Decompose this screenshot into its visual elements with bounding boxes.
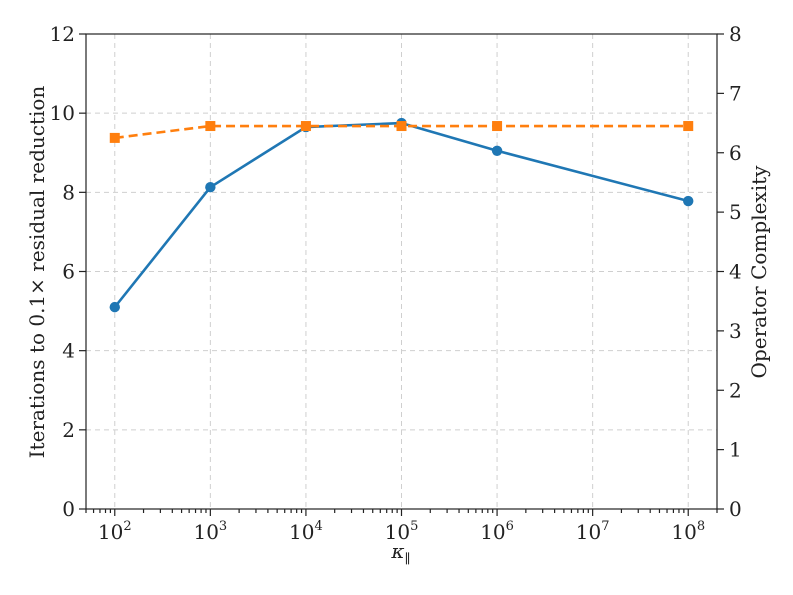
y-left-tick-label: 0 (62, 497, 75, 521)
x-tick-label: 104 (289, 519, 323, 544)
y-right-tick-label: 4 (729, 260, 742, 284)
y-right-tick-label: 2 (729, 378, 742, 402)
y-right-tick-label: 6 (729, 141, 742, 165)
x-tick-label: 106 (480, 519, 514, 544)
series-2-point (396, 121, 407, 132)
x-axis-label-sub: ∥ (405, 552, 411, 567)
y-right-tick-label: 7 (729, 81, 742, 105)
series-2-point (109, 132, 120, 143)
y-right-tick-label: 3 (729, 319, 742, 343)
series-1-point (683, 195, 694, 207)
y-left-label: Iterations to 0.1× residual reduction (25, 86, 49, 459)
series-2-point (683, 121, 694, 132)
y-left-tick-label: 6 (62, 260, 75, 284)
y-left-tick-label: 4 (62, 339, 75, 363)
series-1-point (491, 145, 503, 156)
y-right-label: Operator Complexity (747, 165, 771, 379)
y-right-tick-label: 5 (729, 200, 742, 224)
y-right-tick-label: 0 (729, 497, 742, 521)
x-axis-label: κ∥ (390, 539, 410, 567)
x-tick-label: 102 (98, 519, 132, 544)
series-2-point (205, 121, 216, 132)
x-tick-label: 107 (576, 519, 610, 544)
y-left-tick-label: 12 (50, 22, 75, 46)
series-layer (109, 117, 694, 313)
series-2-line (114, 124, 689, 140)
series-1-point (205, 181, 216, 193)
grid-layer (86, 33, 717, 510)
y-left-tick-label: 8 (62, 180, 75, 204)
y-left-tick-label: 2 (62, 418, 75, 442)
x-tick-label: 103 (193, 519, 227, 544)
x-tick-label: 105 (385, 519, 419, 544)
series-2-point (492, 121, 503, 132)
y-left-tick-label: 10 (50, 101, 75, 125)
x-axis-label-main: κ (390, 539, 404, 563)
y-right-tick-label: 8 (729, 22, 742, 46)
series-1-point (109, 301, 120, 313)
series-2-point (300, 121, 311, 132)
y-right-tick-label: 1 (729, 438, 742, 462)
x-tick-label: 108 (671, 519, 705, 544)
